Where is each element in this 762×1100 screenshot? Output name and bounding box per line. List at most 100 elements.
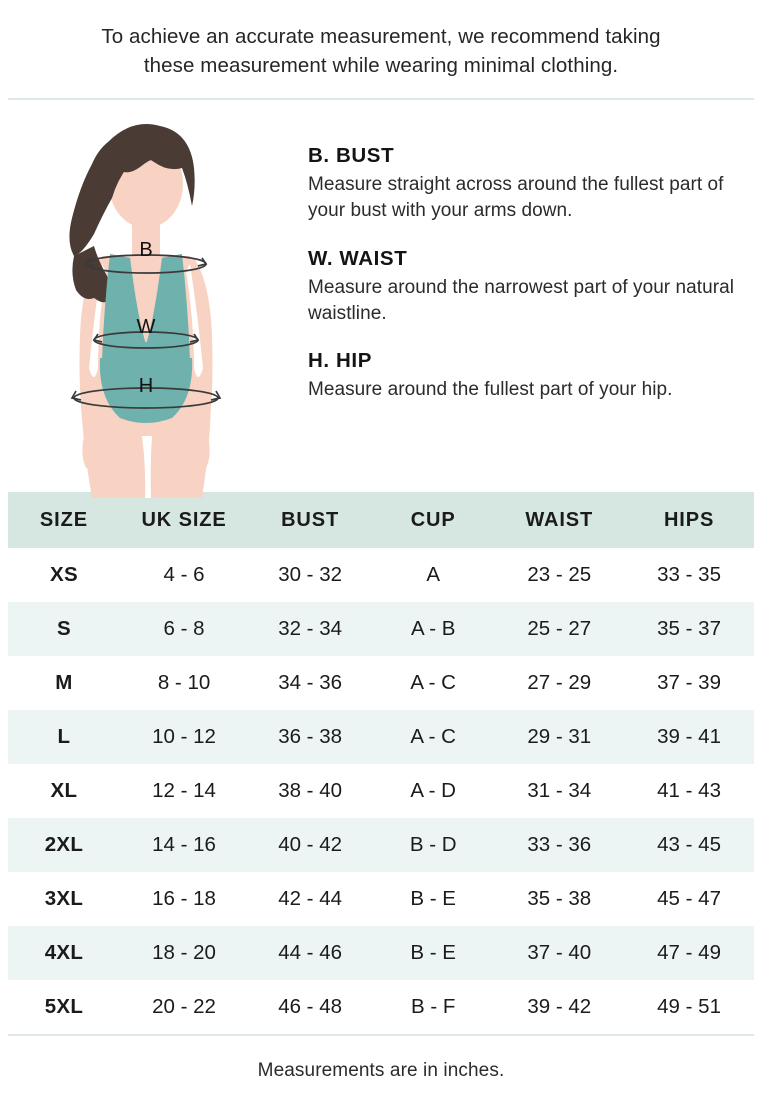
cell-size: L [8,710,120,765]
cell-hips: 35 - 37 [624,602,754,657]
cell-cup: A - D [372,764,495,819]
cell-uk-size: 8 - 10 [119,656,249,711]
cell-waist: 23 - 25 [494,548,625,603]
definition-bust-title: B. BUST [308,144,395,168]
cell-cup: B - E [372,926,495,981]
table-row: S 6 - 8 32 - 34 A - B 25 - 27 35 - 37 [8,602,754,657]
cell-hips: 49 - 51 [624,980,754,1035]
table-row: L 10 - 12 36 - 38 A - C 29 - 31 39 - 41 [8,710,754,765]
hip-measure-line [70,387,222,410]
table-row: 3XL 16 - 18 42 - 44 B - E 35 - 38 45 - 4… [8,872,754,927]
cell-hips: 41 - 43 [624,764,754,819]
cell-cup: B - D [372,818,495,873]
cell-uk-size: 4 - 6 [119,548,249,603]
cell-uk-size: 14 - 16 [119,818,249,873]
cell-hips: 45 - 47 [624,872,754,927]
definition-waist-body: Measure around the narrowest part of you… [308,276,734,324]
cell-uk-size: 10 - 12 [119,710,249,765]
column-header-cup: CUP [372,492,495,549]
cell-waist: 33 - 36 [494,818,625,873]
cell-bust: 46 - 48 [248,980,373,1035]
cell-bust: 44 - 46 [248,926,373,981]
cell-waist: 37 - 40 [494,926,625,981]
cell-size: M [8,656,120,711]
cell-hips: 39 - 41 [624,710,754,765]
divider-top [8,98,754,101]
column-header-waist: WAIST [494,492,625,549]
cell-size: XS [8,548,120,603]
cell-waist: 31 - 34 [494,764,625,819]
intro-line-2: these measurement while wearing minimal … [143,54,619,78]
footer-note: Measurements are in inches. [257,1060,505,1082]
cell-size: 5XL [8,980,120,1035]
column-header-bust: BUST [248,492,373,549]
cell-waist: 27 - 29 [494,656,625,711]
table-row: 2XL 14 - 16 40 - 42 B - D 33 - 36 43 - 4… [8,818,754,873]
cell-cup: A - C [372,710,495,765]
cell-waist: 39 - 42 [494,980,625,1035]
intro-text: To achieve an accurate measurement, we r… [0,0,762,80]
cell-size: 4XL [8,926,120,981]
size-table-wrapper: SIZE UK SIZE BUST CUP WAIST HIPS XS 4 - … [8,492,754,1035]
definition-bust: B. BUST Measure straight across around t… [308,144,734,224]
cell-uk-size: 16 - 18 [119,872,249,927]
cell-waist: 29 - 31 [494,710,625,765]
cell-bust: 30 - 32 [248,548,373,603]
definition-hip-body: Measure around the fullest part of your … [308,379,673,401]
cell-cup: A - B [372,602,495,657]
measurement-definitions: B. BUST Measure straight across around t… [300,106,762,403]
cell-waist: 25 - 27 [494,602,625,657]
cell-uk-size: 12 - 14 [119,764,249,819]
cell-cup: B - F [372,980,495,1035]
cell-uk-size: 18 - 20 [119,926,249,981]
definition-hip-title: H. HIP [308,349,372,373]
cell-waist: 35 - 38 [494,872,625,927]
table-row: 4XL 18 - 20 44 - 46 B - E 37 - 40 47 - 4… [8,926,754,981]
cell-hips: 33 - 35 [624,548,754,603]
intro-line-1: To achieve an accurate measurement, we r… [101,25,661,48]
definition-waist-title: W. WAIST [308,246,408,270]
table-header: SIZE UK SIZE BUST CUP WAIST HIPS [8,492,754,549]
woman-figure-icon: B W H [69,124,222,499]
body-figure-illustration: B W H [0,106,300,499]
table-header-row: SIZE UK SIZE BUST CUP WAIST HIPS [8,492,754,549]
table-row: XL 12 - 14 38 - 40 A - D 31 - 34 41 - 43 [8,764,754,819]
divider-bottom [8,1034,754,1037]
definition-bust-body: Measure straight across around the fulle… [308,174,724,222]
cell-bust: 38 - 40 [248,764,373,819]
cell-size: 2XL [8,818,120,873]
cell-uk-size: 20 - 22 [119,980,249,1035]
cell-hips: 47 - 49 [624,926,754,981]
table-row: XS 4 - 6 30 - 32 A 23 - 25 33 - 35 [8,548,754,603]
definition-hip: H. HIP Measure around the fullest part o… [308,349,734,403]
table-body: XS 4 - 6 30 - 32 A 23 - 25 33 - 35 S 6 -… [8,548,754,1035]
cell-bust: 32 - 34 [248,602,373,657]
cell-cup: A - C [372,656,495,711]
definition-waist: W. WAIST Measure around the narrowest pa… [308,247,734,327]
figure-label-waist: W [137,316,156,338]
waist-measure-line [92,331,200,350]
cell-hips: 43 - 45 [624,818,754,873]
cell-cup: A [372,548,495,603]
column-header-uk-size: UK SIZE [119,492,249,549]
cell-hips: 37 - 39 [624,656,754,711]
figure-label-bust: B [139,239,152,261]
cell-bust: 40 - 42 [248,818,373,873]
measurement-guide-section: B W H B. BUST Measure straight across ar… [0,100,762,499]
table-row: 5XL 20 - 22 46 - 48 B - F 39 - 42 49 - 5… [8,980,754,1035]
cell-size: XL [8,764,120,819]
cell-bust: 36 - 38 [248,710,373,765]
cell-size: 3XL [8,872,120,927]
figure-label-hip: H [139,375,153,397]
bust-measure-line [84,254,208,275]
size-chart-table: SIZE UK SIZE BUST CUP WAIST HIPS XS 4 - … [8,492,754,1035]
column-header-hips: HIPS [624,492,754,549]
cell-uk-size: 6 - 8 [119,602,249,657]
cell-bust: 42 - 44 [248,872,373,927]
table-row: M 8 - 10 34 - 36 A - C 27 - 29 37 - 39 [8,656,754,711]
column-header-size: SIZE [8,492,120,549]
cell-cup: B - E [372,872,495,927]
cell-bust: 34 - 36 [248,656,373,711]
cell-size: S [8,602,120,657]
